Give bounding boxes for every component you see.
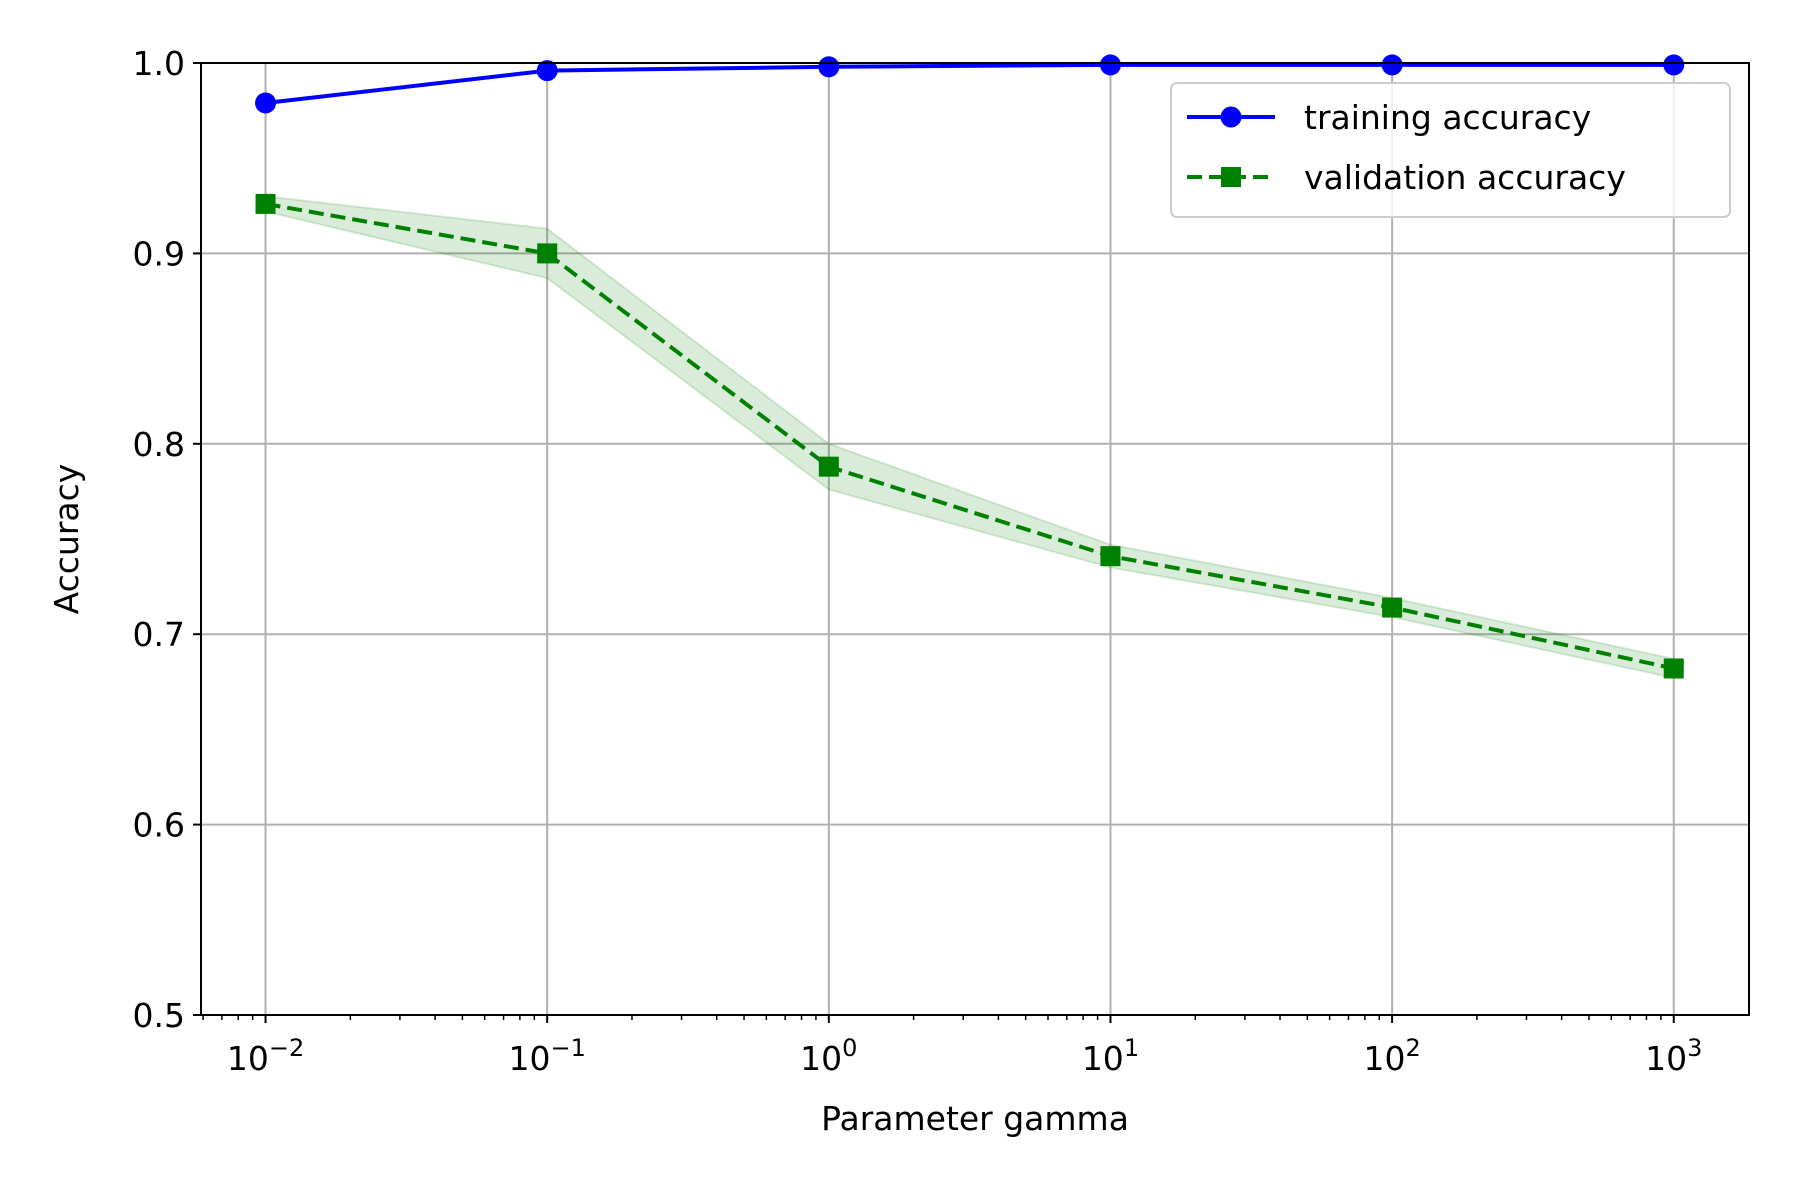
x-tick-label-3: 101 — [1082, 1034, 1139, 1078]
legend-label-0: training accuracy — [1304, 98, 1591, 137]
legend-box — [1170, 82, 1731, 218]
series-lines — [265, 62, 1675, 671]
legend-entries: training accuracy validation accuracy — [1187, 98, 1626, 197]
point-s0-2 — [818, 56, 840, 78]
series-line-1 — [265, 201, 1675, 671]
point-s0-3 — [1099, 54, 1121, 76]
point-s0-4 — [1381, 54, 1403, 76]
series-markers — [255, 54, 1685, 679]
y-tick-label-0: 0.5 — [133, 996, 185, 1035]
point-s1-0 — [255, 193, 276, 214]
point-s1-5 — [1663, 658, 1684, 679]
y-tick-label-1: 0.6 — [133, 806, 185, 845]
x-tick-label-0: 10−2 — [227, 1034, 304, 1078]
y-axis-label: Accuracy — [47, 464, 86, 615]
confidence-band-1 — [264, 195, 1675, 680]
legend: training accuracy validation accuracy — [1170, 82, 1731, 218]
x-tick-label-1: 10−1 — [508, 1034, 585, 1078]
x-tick-label-4: 102 — [1363, 1034, 1420, 1078]
legend-label-1: validation accuracy — [1304, 158, 1626, 197]
point-s1-1 — [537, 243, 558, 264]
y-tick-label-2: 0.7 — [133, 615, 185, 654]
x-axis-label: Parameter gamma — [821, 1099, 1129, 1138]
y-tick-label-3: 0.8 — [133, 425, 185, 464]
point-s1-4 — [1382, 597, 1403, 618]
y-tick-label-5: 1.0 — [133, 44, 185, 83]
x-tick-label-5: 103 — [1645, 1034, 1702, 1078]
confidence-bands — [264, 195, 1675, 680]
point-s0-0 — [255, 92, 277, 114]
legend-swatch-marker-1 — [1221, 167, 1241, 187]
y-tick-label-4: 0.9 — [133, 234, 185, 273]
point-s1-2 — [818, 456, 839, 477]
point-s0-5 — [1663, 54, 1685, 76]
point-s1-3 — [1100, 546, 1121, 567]
series-line-0 — [265, 62, 1674, 105]
legend-swatch-marker-0 — [1220, 106, 1242, 128]
axis-ticks: 0.5 0.6 0.7 0.8 0.9 1.0 10−2 10−1 100 101 102 103 — [133, 44, 1703, 1078]
point-s0-1 — [536, 60, 558, 82]
x-tick-label-2: 100 — [800, 1034, 857, 1078]
plot-frame — [200, 62, 1750, 1016]
